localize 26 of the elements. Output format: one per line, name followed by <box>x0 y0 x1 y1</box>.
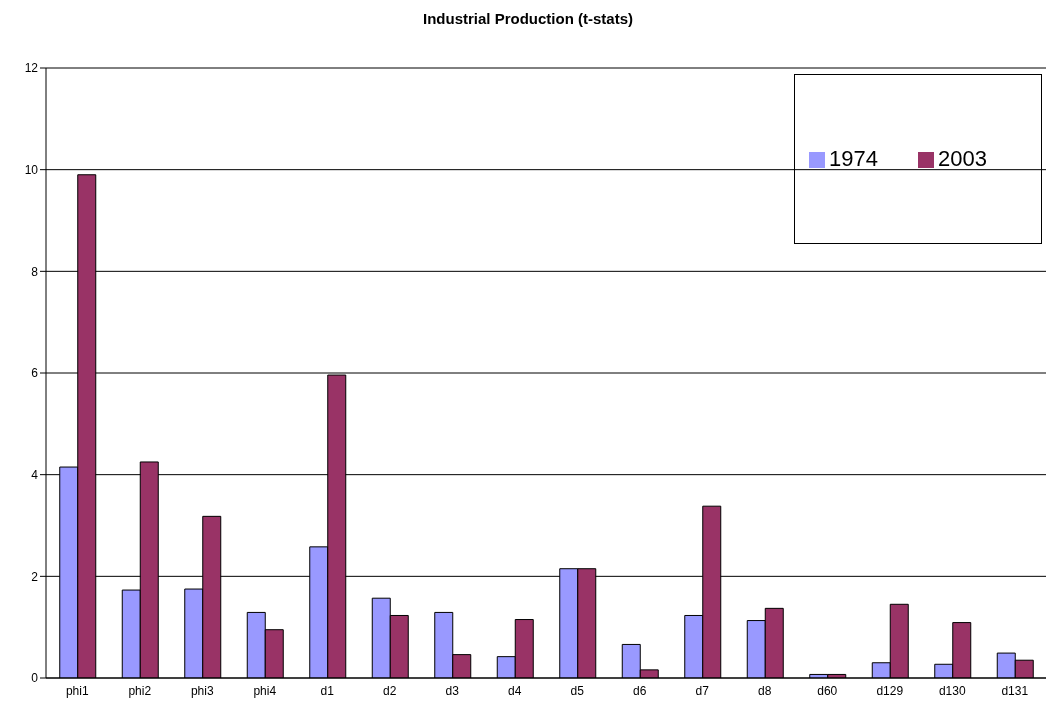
x-tick-label: d1 <box>320 683 335 698</box>
x-tick-label: d7 <box>695 683 710 698</box>
x-tick-label: d131 <box>1001 683 1029 698</box>
x-tick-label: d8 <box>758 683 772 698</box>
y-tick-label: 4 <box>31 467 39 482</box>
x-tick-label: d129 <box>876 683 904 698</box>
x-tick-label: d4 <box>508 683 522 698</box>
x-tick-label: d60 <box>817 683 838 698</box>
y-tick-label: 12 <box>24 61 39 76</box>
y-tick-label: 10 <box>24 162 39 177</box>
y-tick-label: 0 <box>31 671 39 686</box>
x-tick-label: phi2 <box>128 683 152 698</box>
x-tick-label: d3 <box>445 683 460 698</box>
x-tick-label: d130 <box>938 683 966 698</box>
x-tick-label: d6 <box>633 683 647 698</box>
y-tick-label: 2 <box>31 569 39 584</box>
x-tick-label: phi3 <box>190 683 214 698</box>
x-tick-label: d5 <box>570 683 585 698</box>
y-tick-label: 8 <box>31 264 39 279</box>
x-tick-label: phi1 <box>65 683 89 698</box>
legend-label: 2003 <box>938 146 987 171</box>
chart-title: Industrial Production (t-stats) <box>422 9 634 29</box>
x-tick-label: d2 <box>383 683 397 698</box>
x-tick-label: phi4 <box>253 683 277 698</box>
y-tick-label: 6 <box>31 366 39 381</box>
legend-label: 1974 <box>829 146 878 171</box>
